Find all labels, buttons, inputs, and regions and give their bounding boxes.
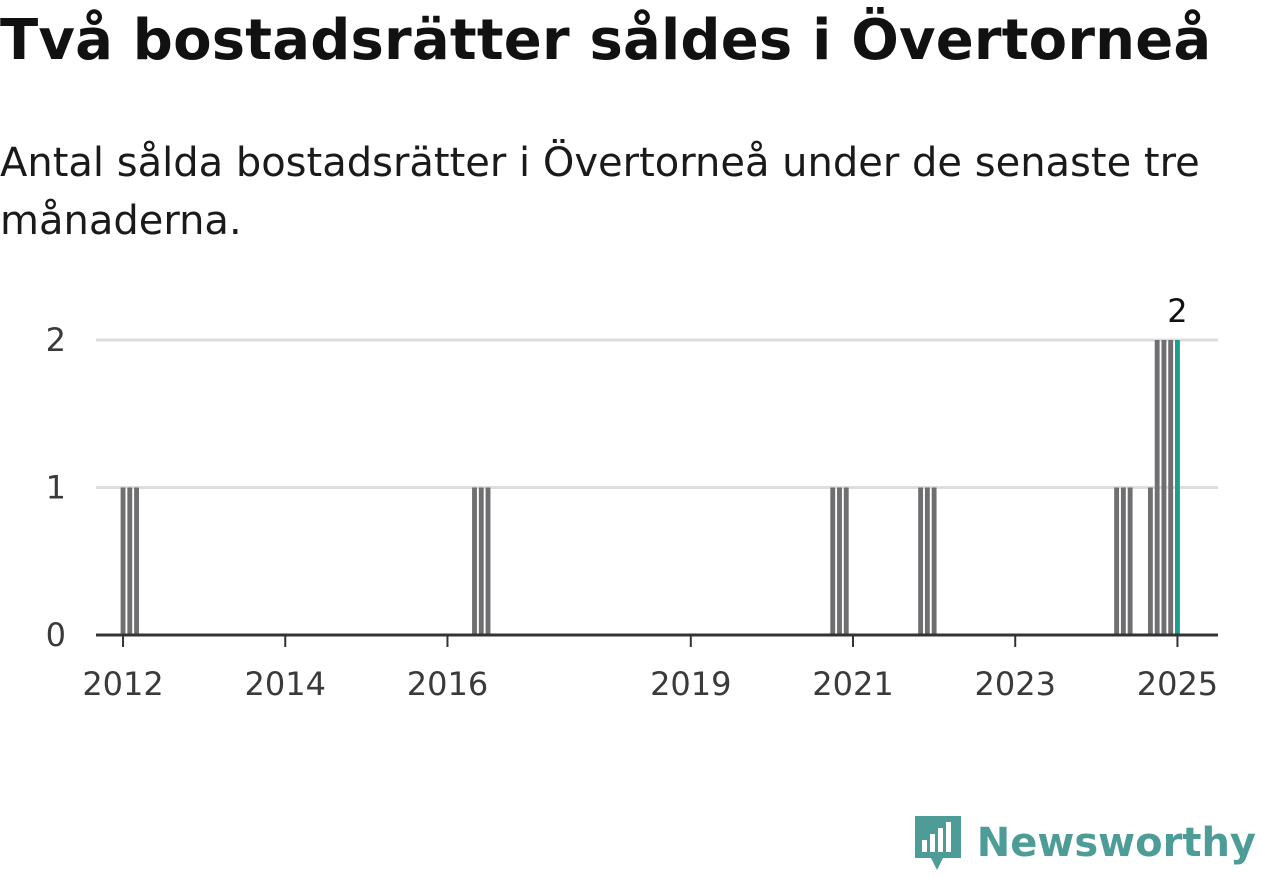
bar-chart: 0 1 2 2012 2014 2016 2019 2021 2023 2025 2 bbox=[46, 292, 1219, 703]
bar bbox=[1120, 487, 1126, 635]
bar bbox=[134, 487, 139, 635]
x-tick-label: 2025 bbox=[1137, 665, 1218, 703]
bar bbox=[837, 487, 842, 635]
bar bbox=[478, 487, 484, 635]
x-tick-label: 2023 bbox=[975, 665, 1056, 703]
y-tick-label: 1 bbox=[46, 469, 66, 507]
y-tick-label: 0 bbox=[46, 616, 66, 654]
x-tick-label: 2021 bbox=[812, 665, 893, 703]
bar bbox=[1127, 487, 1133, 635]
y-tick-label: 2 bbox=[46, 321, 66, 359]
brand-logo: Newsworthy bbox=[913, 811, 1256, 875]
bar bbox=[1161, 340, 1167, 635]
bar bbox=[120, 487, 126, 635]
chart-title: Två bostadsrätter såldes i Övertorneå bbox=[0, 8, 1212, 73]
bar bbox=[472, 487, 477, 635]
highlighted-bar bbox=[1175, 340, 1180, 635]
data-labels: 2 bbox=[1167, 292, 1187, 330]
x-tick-label: 2014 bbox=[245, 665, 326, 703]
bar bbox=[485, 487, 491, 635]
brand-name: Newsworthy bbox=[976, 820, 1256, 866]
grid-lines bbox=[96, 338, 1218, 489]
x-tick-label: 2016 bbox=[407, 665, 488, 703]
bar bbox=[127, 487, 133, 635]
bar bbox=[1114, 487, 1120, 635]
bar bbox=[830, 487, 836, 635]
bar bbox=[931, 487, 937, 635]
bar bbox=[1147, 487, 1153, 635]
x-tick-label: 2019 bbox=[650, 665, 731, 703]
x-tick-label: 2012 bbox=[82, 665, 163, 703]
bar bbox=[918, 487, 924, 635]
chart-subtitle: Antal sålda bostadsrätter i Övertorneå u… bbox=[0, 140, 1200, 244]
bar bbox=[924, 487, 930, 635]
highlight-value-label: 2 bbox=[1167, 292, 1187, 330]
axes: 0 1 2 2012 2014 2016 2019 2021 2023 2025 bbox=[46, 321, 1219, 703]
newsworthy-logo-icon bbox=[914, 816, 961, 870]
bar bbox=[1168, 340, 1174, 635]
bars bbox=[120, 340, 1180, 635]
bar bbox=[1154, 340, 1160, 635]
bar bbox=[843, 487, 849, 635]
